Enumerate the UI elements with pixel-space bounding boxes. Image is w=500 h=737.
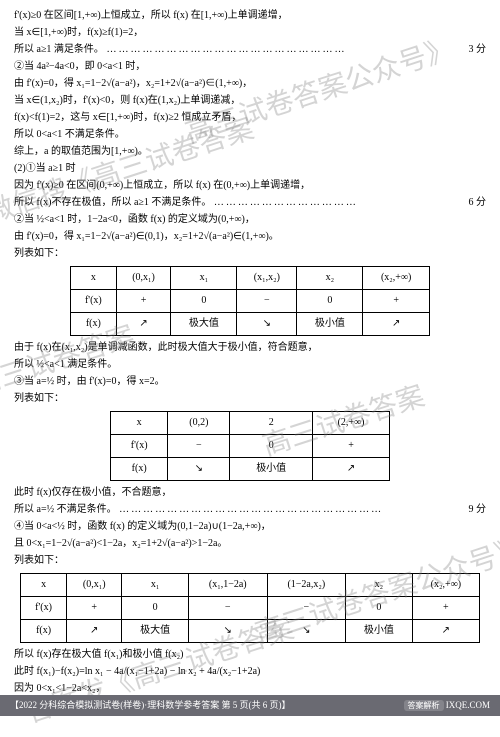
text-line: 且 0<x₁=1−2√(a−a²)<1−2a，x₂=1+2√(a−a²)>1−2… [14, 536, 486, 552]
cell: (x₁,1−2a) [188, 574, 267, 597]
cell: ↘ [168, 458, 230, 481]
leader-dots: …………………………………………………… [106, 44, 346, 55]
cell: ↘ [237, 313, 297, 336]
text-line: 由 f'(x)=0，得 x₁=1−2√(a−a²)∈(0,1)，x₂=1+2√(… [14, 229, 486, 245]
cell: ↗ [313, 458, 390, 481]
cell: x₂ [346, 574, 413, 597]
text-line: ③当 a=½ 时，由 f'(x)=0，得 x=2。 [14, 374, 486, 390]
cell: (0,x₁) [67, 574, 122, 597]
text: 所以 a≥1 满足条件。 [14, 44, 104, 55]
text-line: ②当 ½<a<1 时，1−2a<0，函数 f(x) 的定义域为(0,+∞)， [14, 212, 486, 228]
cell: x [111, 412, 168, 435]
cell: − [267, 597, 346, 620]
text-line: (2)①当 a≥1 时 [14, 161, 486, 177]
score: 6 分 [469, 195, 487, 211]
cell: 极小值 [346, 620, 413, 643]
cell: f(x) [111, 458, 168, 481]
cell: 0 [122, 597, 189, 620]
leader-dots: ………………………………………………………… [119, 504, 383, 515]
text-line: 列表如下： [14, 553, 486, 569]
cell: (2,+∞) [313, 412, 390, 435]
cell: (1−2a,x₂) [267, 574, 346, 597]
cell: (x₂,+∞) [363, 267, 430, 290]
text-line: 由 f'(x)=0，得 x₁=1−2√(a−a²)，x₂=1+2√(a−a²)∈… [14, 76, 486, 92]
text-line: 所以 a≥1 满足条件。 …………………………………………………… 3 分 [14, 42, 486, 58]
text-line: 所以 f(x)存在极大值 f(x₁)和极小值 f(x₂) [14, 647, 486, 663]
text-line: 所以 f(x)不存在极值，所以 a≥1 不满足条件。 ……………………………… … [14, 195, 486, 211]
text-line: 由于 f(x)在(x₁,x₂)是单调减函数，此时极大值大于极小值，符合题意， [14, 340, 486, 356]
text-line: 当 x∈(1,x₂)时，f'(x)<0，则 f(x)在(1,x₂)上单调递减， [14, 93, 486, 109]
cell: x₂ [297, 267, 363, 290]
footer-badge: 答案解析 [404, 700, 444, 711]
text-line: 此时 f(x₁)−f(x₂)=ln x₁ − 4a/(x₁−1+2a) − ln… [14, 664, 486, 680]
cell: f(x) [71, 313, 117, 336]
text-line: 因为 f'(x)≥0 在区间(0,+∞)上恒成立，所以 f(x) 在(0,+∞)… [14, 178, 486, 194]
behavior-table-2: x (0,2) 2 (2,+∞) f'(x) − 0 + f(x) ↘ 极小值 … [110, 411, 390, 481]
leader-dots: ……………………………… [214, 197, 358, 208]
cell: 极小值 [230, 458, 313, 481]
text: 所以 f(x)不存在极值，所以 a≥1 不满足条件。 [14, 197, 211, 208]
text-line: 当 x∈[1,+∞)时，f(x)≥f(1)=2， [14, 25, 486, 41]
footer-site: IXQE.COM [446, 700, 490, 710]
cell: + [412, 597, 479, 620]
cell: − [188, 597, 267, 620]
score: 9 分 [469, 502, 487, 518]
cell: ↘ [188, 620, 267, 643]
cell: + [313, 435, 390, 458]
cell: 极大值 [171, 313, 237, 336]
cell: f'(x) [21, 597, 67, 620]
cell: x₁ [171, 267, 237, 290]
text-line: 此时 f(x)仅存在极小值，不合题意， [14, 485, 486, 501]
cell: ↗ [363, 313, 430, 336]
cell: (x₁,x₂) [237, 267, 297, 290]
cell: 0 [230, 435, 313, 458]
footer-text: 【2022 分科综合模拟测试卷(样卷)·理科数学参考答案 第 5 页(共 6 页… [10, 698, 291, 712]
cell: x [71, 267, 117, 290]
behavior-table-1: x (0,x₁) x₁ (x₁,x₂) x₂ (x₂,+∞) f'(x) + 0… [70, 266, 430, 336]
behavior-table-3: x (0,x₁) x₁ (x₁,1−2a) (1−2a,x₂) x₂ (x₂,+… [20, 573, 480, 643]
cell: ↗ [116, 313, 171, 336]
cell: ↗ [67, 620, 122, 643]
cell: 0 [297, 290, 363, 313]
cell: 极小值 [297, 313, 363, 336]
text-line: 所以 a=½ 不满足条件。 ………………………………………………………… 9 分 [14, 502, 486, 518]
cell: ↗ [412, 620, 479, 643]
text-line: ②当 4a²−4a<0，即 0<a<1 时， [14, 59, 486, 75]
cell: f'(x) [111, 435, 168, 458]
cell: 2 [230, 412, 313, 435]
cell: f(x) [21, 620, 67, 643]
cell: x [21, 574, 67, 597]
cell: + [67, 597, 122, 620]
text-line: ④当 0<a<½ 时，函数 f(x) 的定义域为(0,1−2a)∪(1−2a,+… [14, 519, 486, 535]
text-line: f'(x)≥0 在区间[1,+∞)上恒成立，所以 f(x) 在[1,+∞)上单调… [14, 8, 486, 24]
cell: + [116, 290, 171, 313]
cell: 0 [171, 290, 237, 313]
cell: + [363, 290, 430, 313]
text: 所以 a=½ 不满足条件。 [14, 504, 117, 515]
text-line: 综上，a 的取值范围为[1,+∞)。 [14, 144, 486, 160]
cell: (x₂,+∞) [412, 574, 479, 597]
text-line: 所以 0<a<1 不满足条件。 [14, 127, 486, 143]
text-line: 列表如下： [14, 391, 486, 407]
cell: f'(x) [71, 290, 117, 313]
cell: 极大值 [122, 620, 189, 643]
text-line: 所以 ½<a<1 满足条件。 [14, 357, 486, 373]
cell: (0,2) [168, 412, 230, 435]
cell: ↘ [267, 620, 346, 643]
score: 3 分 [469, 42, 487, 58]
footer: 【2022 分科综合模拟测试卷(样卷)·理科数学参考答案 第 5 页(共 6 页… [0, 695, 500, 716]
cell: (0,x₁) [116, 267, 171, 290]
text-line: f(x)<f(1)=2，这与 x∈[1,+∞)时，f(x)≥2 恒成立矛盾， [14, 110, 486, 126]
cell: 0 [346, 597, 413, 620]
cell: x₁ [122, 574, 189, 597]
cell: − [237, 290, 297, 313]
cell: − [168, 435, 230, 458]
text-line: 列表如下： [14, 246, 486, 262]
